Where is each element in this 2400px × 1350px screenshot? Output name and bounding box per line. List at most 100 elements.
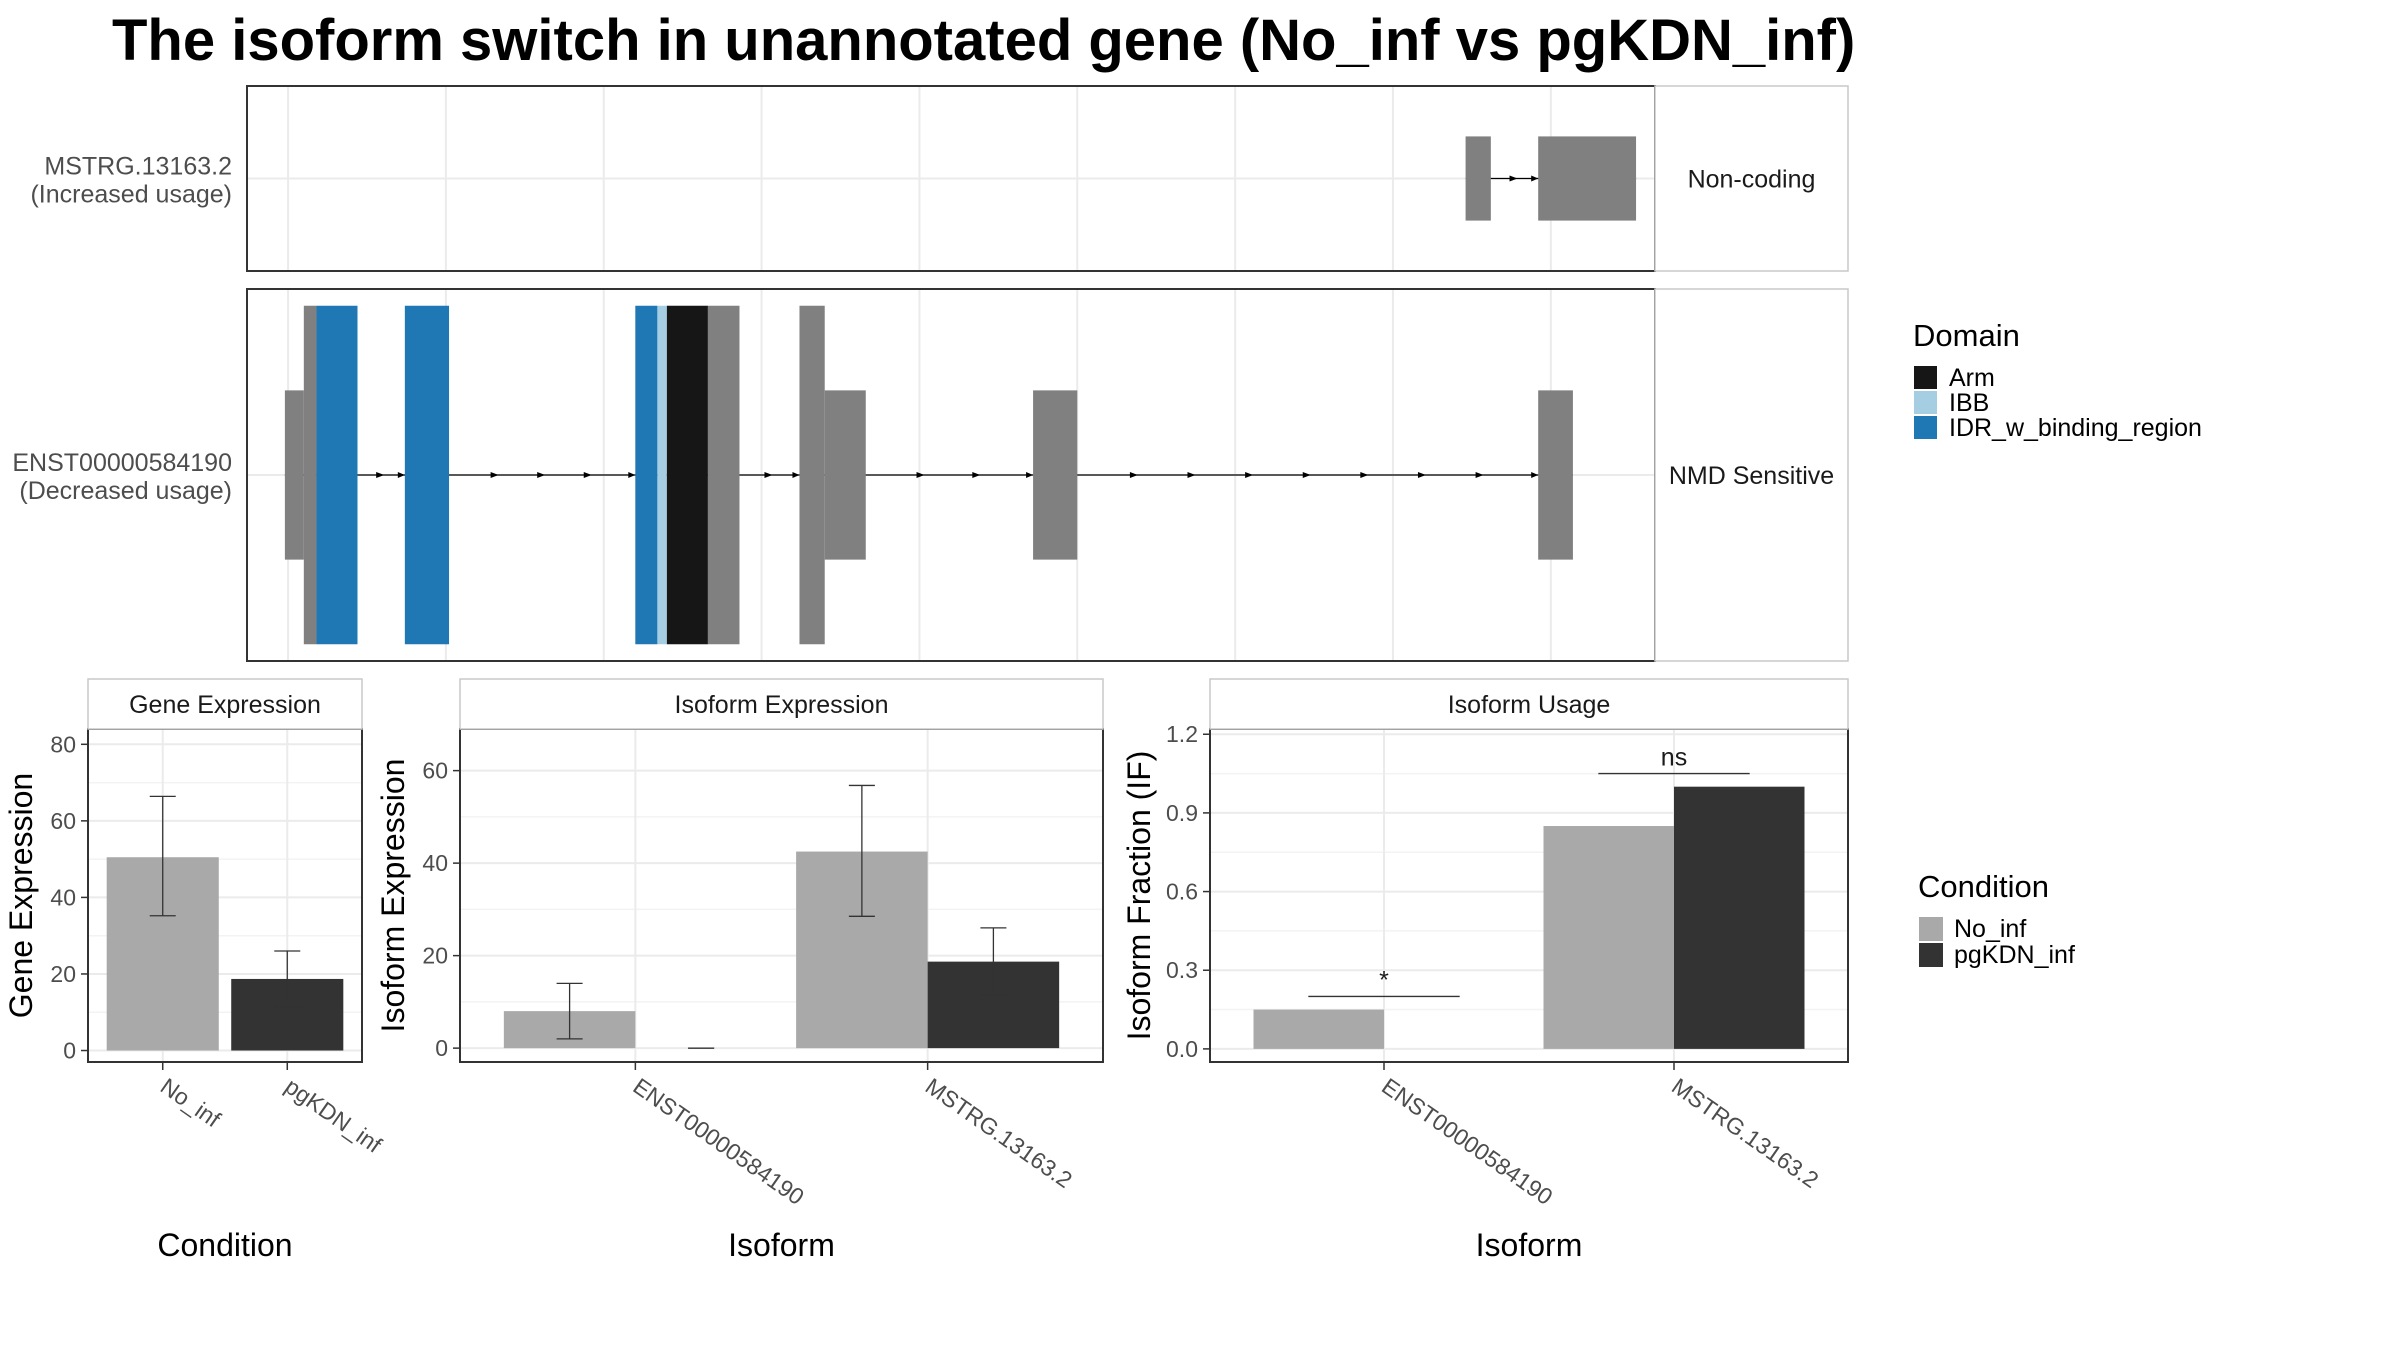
direction-arrow bbox=[1509, 175, 1518, 182]
domain-legend-label: IDR_w_binding_region bbox=[1949, 414, 2202, 442]
figure-title: The isoform switch in unannotated gene (… bbox=[112, 8, 1855, 73]
y-tick-label: 40 bbox=[50, 884, 76, 910]
condition-legend-title: Condition bbox=[1918, 869, 2049, 904]
transcript-id-label: ENST00000584190 bbox=[12, 449, 232, 477]
condition-legend-label: No_inf bbox=[1954, 915, 2026, 943]
y-tick-label: 20 bbox=[422, 943, 448, 969]
direction-arrow bbox=[916, 472, 925, 478]
condition-legend-key bbox=[1919, 917, 1943, 941]
y-tick-label: 1.2 bbox=[1166, 721, 1198, 747]
direction-arrow bbox=[1417, 472, 1426, 478]
x-axis-title: Condition bbox=[157, 1227, 292, 1263]
panel-strip bbox=[87, 678, 363, 730]
direction-arrow bbox=[490, 472, 499, 478]
transcript-id-label: MSTRG.13163.2 bbox=[44, 153, 232, 181]
exon-block bbox=[707, 305, 740, 645]
y-tick-label: 80 bbox=[50, 731, 76, 757]
transcript-usage-label: (Decreased usage) bbox=[19, 477, 232, 505]
transcript-class-label: Non-coding bbox=[1688, 166, 1816, 194]
exon-block bbox=[284, 390, 304, 560]
direction-arrow bbox=[397, 472, 405, 478]
condition-legend-label: pgKDN_inf bbox=[1954, 941, 2075, 969]
y-tick-label: 0.3 bbox=[1166, 957, 1198, 983]
direction-arrow bbox=[1531, 472, 1539, 478]
direction-arrow bbox=[1026, 472, 1034, 478]
y-axis-title: Isoform Expression bbox=[375, 759, 411, 1033]
x-tick-label: pgKDN_inf bbox=[280, 1073, 387, 1158]
expression-panels: 0 20 40 60 80 Gene Expression No_inf pgKDN_inf C… bbox=[3, 678, 1849, 1263]
direction-arrow bbox=[792, 472, 800, 478]
x-tick-label: MSTRG.13163.2 bbox=[1667, 1073, 1823, 1193]
panel-title: Gene Expression bbox=[129, 691, 321, 719]
direction-arrow bbox=[1245, 472, 1254, 478]
domain-legend-key bbox=[1914, 366, 1937, 389]
direction-arrow bbox=[583, 472, 592, 478]
direction-arrow bbox=[1475, 472, 1484, 478]
y-axis-title: Gene Expression bbox=[3, 773, 39, 1018]
x-tick-label: ENST00000584190 bbox=[628, 1073, 808, 1210]
bar bbox=[1253, 1009, 1384, 1049]
y-tick-label: 40 bbox=[422, 850, 448, 876]
direction-arrow bbox=[1531, 175, 1539, 182]
transcript-class-label: NMD Sensitive bbox=[1669, 462, 1834, 490]
domain-block bbox=[666, 305, 708, 645]
panel-strip bbox=[459, 678, 1104, 730]
domain-legend-key bbox=[1914, 416, 1937, 439]
exon-block bbox=[799, 305, 825, 645]
y-tick-label: 0 bbox=[435, 1035, 448, 1061]
exon-block bbox=[1465, 136, 1491, 221]
bar bbox=[1674, 786, 1805, 1049]
gene-structure-panel: Non-coding MSTRG.13163.2(Increased usage)… bbox=[12, 85, 1849, 662]
x-axis-title: Isoform bbox=[728, 1227, 835, 1263]
domain-legend-label: Arm bbox=[1949, 364, 1995, 392]
transcript-class-strip bbox=[1654, 288, 1849, 662]
transcript-class-strip bbox=[1654, 85, 1849, 272]
exon-block bbox=[1033, 390, 1078, 560]
direction-arrow bbox=[1302, 472, 1311, 478]
exon-block bbox=[1538, 390, 1573, 560]
exon-block bbox=[303, 305, 317, 645]
panel-0: 0 20 40 60 80 Gene Expression No_inf pgKDN_inf C… bbox=[3, 678, 387, 1263]
y-tick-label: 0 bbox=[63, 1038, 76, 1064]
bar bbox=[1543, 826, 1674, 1049]
x-tick-label: ENST00000584190 bbox=[1377, 1073, 1557, 1210]
x-axis-title: Isoform bbox=[1476, 1227, 1583, 1263]
domain-legend-label: IBB bbox=[1949, 389, 1989, 417]
y-tick-label: 20 bbox=[50, 961, 76, 987]
condition-legend-key bbox=[1919, 943, 1943, 967]
y-tick-label: 60 bbox=[422, 758, 448, 784]
domain-legend-title: Domain bbox=[1913, 318, 2020, 353]
y-tick-label: 0.0 bbox=[1166, 1036, 1198, 1062]
direction-arrow bbox=[537, 472, 546, 478]
panel-2: 0.0 0.3 0.6 0.9 1.2 * ns Isoform Usage ENST00000… bbox=[1121, 678, 1849, 1263]
panel-title: Isoform Expression bbox=[675, 691, 889, 719]
significance-label: ns bbox=[1661, 744, 1687, 772]
x-tick-label: MSTRG.13163.2 bbox=[921, 1073, 1077, 1193]
exon-block bbox=[824, 390, 866, 560]
exon-block bbox=[1538, 136, 1637, 221]
x-tick-label: No_inf bbox=[156, 1073, 226, 1133]
panel-title: Isoform Usage bbox=[1448, 691, 1611, 719]
direction-arrow bbox=[764, 472, 773, 478]
direction-arrow bbox=[1129, 472, 1138, 478]
domain-legend-key bbox=[1914, 391, 1937, 414]
direction-arrow bbox=[1187, 472, 1196, 478]
domain-block bbox=[316, 305, 358, 645]
y-axis-title: Isoform Fraction (IF) bbox=[1121, 751, 1157, 1041]
y-tick-label: 60 bbox=[50, 808, 76, 834]
transcript-usage-label: (Increased usage) bbox=[30, 181, 232, 209]
significance-label: * bbox=[1379, 966, 1389, 994]
panel-1: 0 20 40 60 Isoform Expression ENST00000584190… bbox=[375, 678, 1104, 1263]
y-tick-label: 0.6 bbox=[1166, 879, 1198, 905]
domain-block bbox=[635, 305, 658, 645]
direction-arrow bbox=[1360, 472, 1369, 478]
y-tick-label: 0.9 bbox=[1166, 800, 1198, 826]
direction-arrow bbox=[972, 472, 981, 478]
direction-arrow bbox=[628, 472, 636, 478]
direction-arrow bbox=[376, 472, 385, 478]
panel-strip bbox=[1209, 678, 1849, 730]
domain-block bbox=[404, 305, 450, 645]
